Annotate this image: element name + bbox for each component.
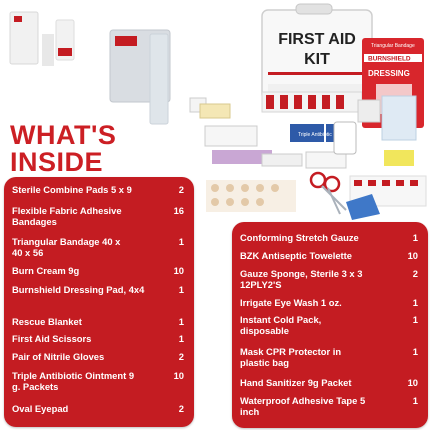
item-quantity: 1 [412, 297, 418, 308]
item-quantity: 2 [178, 351, 184, 362]
item-quantity: 1 [412, 314, 418, 325]
dressing-label: DRESSING [368, 69, 410, 78]
item-quantity: 2 [412, 268, 418, 279]
nitrile-gloves-illustration [346, 194, 380, 220]
item-quantity: 10 [407, 377, 418, 388]
item-quantity: 1 [178, 236, 184, 247]
item-quantity: 10 [407, 250, 418, 261]
item-quantity: 1 [412, 346, 418, 357]
item-name: Oval Eyepad [12, 403, 69, 414]
item-quantity: 1 [412, 232, 418, 243]
heading-line-2: INSIDE [10, 147, 104, 177]
item-name: BZK Antiseptic Towelette [240, 250, 352, 261]
contents-card-right: Conforming Stretch Gauze 1 BZK Antisepti… [232, 222, 428, 428]
item-quantity: 1 [178, 333, 184, 344]
item-quantity: 1 [178, 284, 184, 295]
item-name: Conforming Stretch Gauze [240, 232, 359, 243]
item-name: Waterproof Adhesive Tape 5 inch [240, 395, 366, 417]
heading-line-1: WHAT'S [10, 120, 117, 150]
item-quantity: 10 [173, 370, 184, 381]
item-name: Flexible Fabric Adhesive Bandages [12, 205, 122, 227]
item-name: Mask CPR Protector in plastic bag [240, 346, 342, 368]
item-name: Burnshield Dressing Pad, 4x4 [12, 284, 145, 295]
first-aid-kit-box: FIRST AID KIT [261, 3, 373, 101]
item-name: Pair of Nitrile Gloves [12, 351, 105, 362]
whats-inside-heading: WHAT'S INSIDE [10, 122, 116, 176]
item-name: Irrigate Eye Wash 1 oz. [240, 297, 342, 308]
scissors-icon [309, 171, 347, 215]
item-quantity: 1 [412, 395, 418, 406]
bandage-packets-illustration [9, 11, 75, 66]
item-quantity: 16 [173, 205, 184, 216]
kit-title-line1: FIRST AID [278, 31, 356, 48]
burnshield-label: BURNSHIELD [368, 56, 411, 63]
item-name: First Aid Scissors [12, 333, 92, 344]
item-name: Sterile Combine Pads 5 x 9 [12, 184, 132, 195]
item-name: Triple Antibiotic Ointment 9 g. Packets [12, 370, 135, 392]
item-quantity: 10 [173, 265, 184, 276]
item-name: Instant Cold Pack, disposable [240, 314, 322, 336]
triple-antibiotic-label: Triple Antibiotic [298, 132, 332, 138]
item-name: Rescue Blanket [12, 316, 82, 327]
triangular-bandage-label: Triangular Bandage [371, 43, 415, 49]
item-quantity: 2 [178, 184, 184, 195]
contents-card-left: Sterile Combine Pads 5 x 9 2 Flexible Fa… [4, 177, 194, 427]
item-name: Hand Sanitizer 9g Packet [240, 377, 352, 388]
item-quantity: 2 [178, 403, 184, 414]
antiseptic-strip-illustration: Triple Antibiotic [261, 91, 363, 169]
item-name: Triangular Bandage 40 x 40 x 56 [12, 236, 121, 258]
product-photo: FIRST AID KIT Triple Antibiotic Triangul… [9, 3, 427, 220]
item-name: Burn Cream 9g [12, 265, 80, 276]
scissors-and-supplies-illustration [109, 29, 296, 212]
item-quantity: 1 [178, 316, 184, 327]
kit-title-line2: KIT [304, 51, 330, 68]
item-name: Gauze Sponge, Sterile 3 x 3 12PLY2'S [240, 268, 363, 290]
